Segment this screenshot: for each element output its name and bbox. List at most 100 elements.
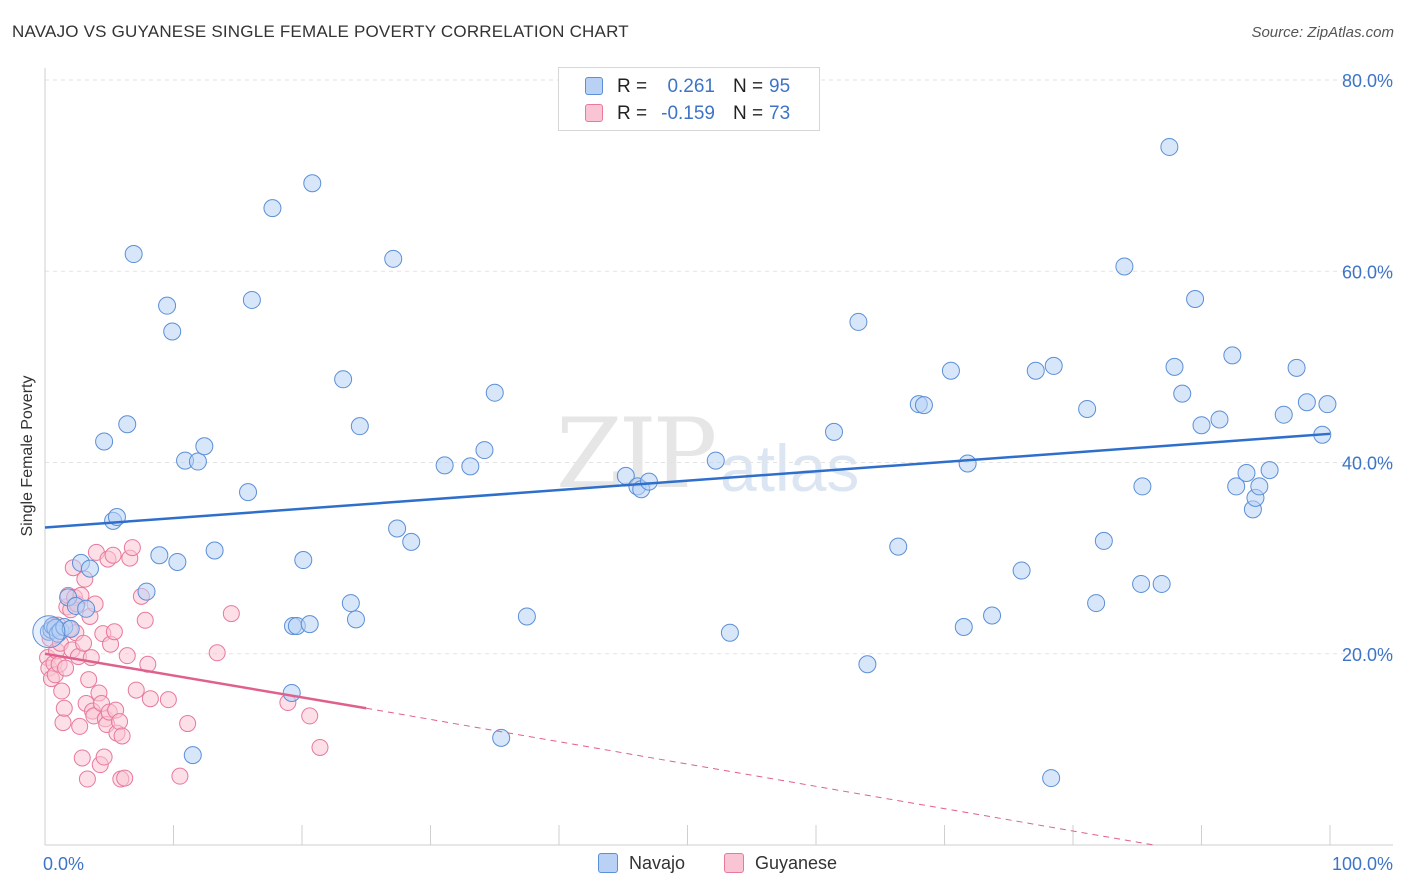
navajo-point (824, 422, 843, 441)
guyanese-point (75, 634, 93, 652)
guyanese-trend-line (44, 652, 367, 710)
chart-title: NAVAJO VS GUYANESE SINGLE FEMALE POVERTY… (12, 22, 629, 41)
guyanese-point (222, 605, 240, 623)
navajo-point (61, 619, 80, 638)
navajo-point (350, 417, 369, 436)
navajo-point (124, 245, 143, 264)
axes (44, 68, 1393, 846)
navajo-point (1165, 357, 1184, 376)
guyanese-point (159, 691, 177, 709)
navajo-point (183, 746, 202, 765)
guyanese-point (136, 611, 154, 629)
navajo-point (163, 322, 182, 341)
guyanese-point (78, 770, 96, 788)
navajo-point (1087, 594, 1106, 613)
guyanese-point (113, 727, 131, 745)
navajo-point (1250, 477, 1269, 496)
navajo-point (1192, 416, 1211, 435)
navajo-points (32, 137, 1337, 788)
r-value: -0.159 (661, 103, 715, 124)
navajo-point (1318, 395, 1337, 414)
navajo-point (346, 610, 365, 629)
navajo-point (158, 296, 177, 315)
navajo-point (150, 546, 169, 565)
navajo-point (1078, 399, 1097, 418)
tick-labels: 20.0% 40.0% 60.0% 80.0% 0.0% 100.0% (43, 71, 1393, 874)
navajo-point (402, 532, 421, 551)
guyanese-point (71, 717, 89, 735)
guyanese-point (127, 681, 145, 699)
navajo-trend-line (44, 432, 1331, 529)
trend-lines (44, 432, 1331, 846)
guyanese-point (301, 707, 319, 725)
navajo-point (294, 551, 313, 570)
n-value: 95 (769, 76, 791, 97)
guyanese-point (105, 623, 123, 641)
correlation-legend: R = 0.261 N = 95 R = -0.159 N = 73 (558, 67, 820, 131)
navajo-point (1274, 405, 1293, 424)
y-tick-label: 40.0% (1342, 454, 1393, 474)
navajo-point (1026, 361, 1045, 380)
guyanese-point (171, 767, 189, 785)
navajo-point (1227, 477, 1246, 496)
navajo-point (889, 537, 908, 556)
navajo-point (95, 432, 114, 451)
watermark-atlas: atlas (720, 431, 860, 505)
guyanese-point (116, 769, 134, 787)
y-tick-label: 20.0% (1342, 645, 1393, 665)
guyanese-point (95, 748, 113, 766)
navajo-point (118, 415, 137, 434)
r-value: 0.261 (667, 76, 715, 97)
navajo-point (1237, 464, 1256, 483)
navajo-point (1287, 358, 1306, 377)
guyanese-point (54, 714, 72, 732)
navajo-point (188, 452, 207, 471)
x-tick-label: 0.0% (43, 854, 84, 874)
guyanese-swatch (585, 104, 603, 122)
guyanese-point (104, 546, 122, 564)
navajo-point (1260, 461, 1279, 480)
guyanese-point (141, 690, 159, 708)
n-label: N = (733, 103, 764, 124)
navajo-point (983, 606, 1002, 625)
navajo-point (849, 312, 868, 331)
guyanese-point (311, 738, 329, 756)
navajo-point (475, 441, 494, 460)
navajo-point (303, 174, 322, 193)
navajo-point (80, 559, 99, 578)
guyanese-point (80, 671, 98, 689)
navajo-point (954, 617, 973, 636)
navajo-point (1042, 769, 1061, 788)
navajo-point (1133, 477, 1152, 496)
navajo-point (706, 451, 725, 470)
navajo-point (914, 396, 933, 415)
navajo-point (1297, 393, 1316, 412)
navajo-point (384, 249, 403, 268)
navajo-legend-label: Navajo (629, 853, 686, 873)
guyanese-point (53, 682, 71, 700)
guyanese-point (179, 715, 197, 733)
n-label: N = (733, 76, 764, 97)
guyanese-point (57, 659, 75, 677)
navajo-point (435, 456, 454, 475)
navajo-point (334, 370, 353, 389)
navajo-point (168, 552, 187, 571)
guyanese-swatch (724, 853, 744, 873)
navajo-point (1160, 137, 1179, 156)
navajo-point (341, 594, 360, 613)
navajo-point (1152, 574, 1171, 593)
guyanese-trend-extension (366, 707, 1154, 846)
guyanese-point (123, 539, 141, 557)
gridlines (45, 79, 1393, 655)
navajo-swatch (585, 77, 603, 95)
navajo-cluster-point (32, 615, 66, 649)
navajo-point (858, 655, 877, 674)
navajo-point (242, 290, 261, 309)
navajo-point (492, 728, 511, 747)
navajo-point (300, 615, 319, 634)
navajo-point (485, 383, 504, 402)
navajo-point (1115, 257, 1134, 276)
y-tick-label: 80.0% (1342, 71, 1393, 91)
navajo-point (1094, 531, 1113, 550)
y-tick-label: 60.0% (1342, 262, 1393, 282)
